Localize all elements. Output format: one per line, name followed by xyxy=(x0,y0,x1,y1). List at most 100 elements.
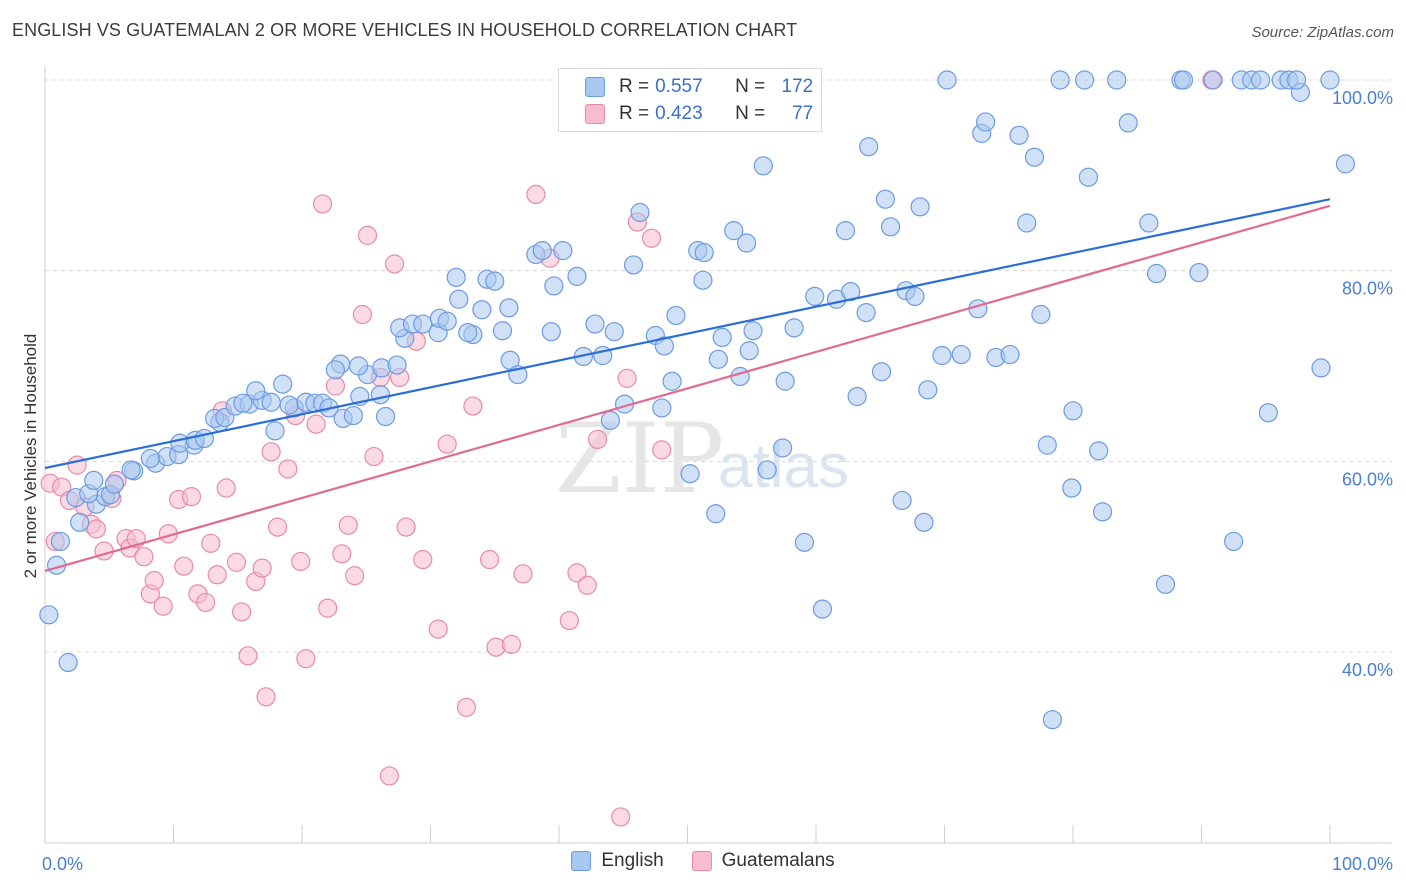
english-r-value: 0.557 xyxy=(655,76,703,97)
english-point xyxy=(892,490,912,511)
guatemalans-point xyxy=(641,228,662,248)
tick-labels: 40.0% 60.0% 80.0% 100.0% 0.0% 100.0% xyxy=(42,88,1393,874)
guatemalans-point xyxy=(201,533,221,553)
chart-title: ENGLISH VS GUATEMALAN 2 OR MORE VEHICLES… xyxy=(12,20,798,40)
guatemalans-legend-label: Guatemalans xyxy=(721,850,835,871)
english-point xyxy=(918,380,938,400)
guatemalans-point xyxy=(567,563,587,583)
guatemalans-point xyxy=(364,446,384,467)
y-axis-label: 2 or more Vehicles in Household xyxy=(21,334,40,579)
guatemalans-point xyxy=(278,459,298,479)
english-point xyxy=(1335,154,1356,174)
guatemalans-point xyxy=(652,440,672,460)
english-point xyxy=(724,221,744,241)
english-point xyxy=(812,599,833,619)
english-point xyxy=(739,341,759,361)
guatemalans-point xyxy=(174,556,194,576)
english-point xyxy=(233,393,253,413)
english-point xyxy=(1050,70,1070,90)
guatemalans-point xyxy=(379,766,399,786)
watermark-zip: ZIP xyxy=(555,403,724,515)
english-point xyxy=(446,267,466,287)
english-point xyxy=(662,371,682,391)
english-point xyxy=(1251,70,1271,90)
english-point xyxy=(1146,263,1167,284)
english-point xyxy=(1189,262,1209,283)
english-trend-line xyxy=(44,198,1331,470)
english-point xyxy=(140,448,160,469)
y-tick-label: 60.0% xyxy=(1342,469,1393,489)
english-point xyxy=(1203,70,1223,90)
guatemalans-point xyxy=(332,544,352,564)
english-point xyxy=(847,386,867,407)
guatemalans-point xyxy=(252,558,272,578)
guatemalans-point xyxy=(267,517,288,537)
english-point xyxy=(70,512,90,532)
bottom-legend-english: English xyxy=(571,850,664,872)
guatemalans-point xyxy=(338,515,358,535)
english-point xyxy=(58,652,78,673)
guatemalans-point xyxy=(352,304,372,325)
guatemalans-point xyxy=(617,368,637,388)
guatemalans-point xyxy=(325,376,346,396)
legend-row-guatemalans: R = 0.423 N = 77 xyxy=(585,101,813,127)
axes xyxy=(44,66,1392,844)
english-point xyxy=(1107,70,1127,90)
english-point xyxy=(1320,70,1340,90)
english-point xyxy=(499,298,519,318)
source-label: Source: ZipAtlas.com xyxy=(1251,24,1394,41)
english-point xyxy=(449,289,469,309)
guatemalans-r-value: 0.423 xyxy=(655,103,703,124)
english-point xyxy=(1118,113,1138,133)
guatemalans-point xyxy=(501,634,522,654)
english-point xyxy=(1155,574,1176,594)
english-point xyxy=(1031,304,1051,325)
english-point xyxy=(835,221,856,241)
english-point xyxy=(932,345,952,366)
guatemalans-point xyxy=(291,551,311,572)
english-point xyxy=(1024,147,1045,167)
english-point xyxy=(794,532,815,552)
guatemalans-point xyxy=(318,598,338,618)
guatemalans-point xyxy=(577,575,597,595)
english-point xyxy=(387,355,407,375)
guatemalans-point xyxy=(480,549,500,570)
english-point xyxy=(567,266,587,286)
x-tick-label: 100.0% xyxy=(1332,854,1393,874)
guatemalans-point xyxy=(232,602,252,622)
english-point xyxy=(273,374,293,394)
english-point xyxy=(712,327,732,347)
english-point xyxy=(772,438,793,458)
guatemalans-point xyxy=(216,478,236,498)
english-point xyxy=(905,286,925,307)
guatemalans-point xyxy=(153,596,173,616)
english-swatch xyxy=(585,77,605,97)
english-point xyxy=(279,395,299,415)
guatemalans-point xyxy=(306,414,326,434)
english-point xyxy=(472,300,492,320)
english-point xyxy=(856,303,876,323)
english-point xyxy=(325,360,346,380)
english-point xyxy=(680,464,700,484)
english-n-label: N = xyxy=(735,76,766,97)
english-point xyxy=(261,392,281,412)
english-point xyxy=(370,385,390,405)
english-point xyxy=(1009,125,1029,145)
trend-lines xyxy=(44,198,1331,573)
english-point xyxy=(937,70,957,90)
english-point xyxy=(600,410,621,430)
guatemalans-point xyxy=(134,547,154,567)
guatemalans-point xyxy=(86,519,107,539)
bottom-legend: English Guatemalans xyxy=(0,850,1406,872)
english-point xyxy=(706,504,726,524)
english-point xyxy=(50,531,71,552)
bottom-legend-guatemalans: Guatemalans xyxy=(691,850,835,872)
guatemalans-point xyxy=(207,565,227,585)
english-point xyxy=(1173,70,1194,90)
english-point xyxy=(1286,70,1307,90)
english-point xyxy=(585,314,605,334)
english-point xyxy=(743,321,763,341)
english-point xyxy=(875,189,895,209)
english-point xyxy=(1037,435,1057,455)
english-point xyxy=(623,255,644,275)
